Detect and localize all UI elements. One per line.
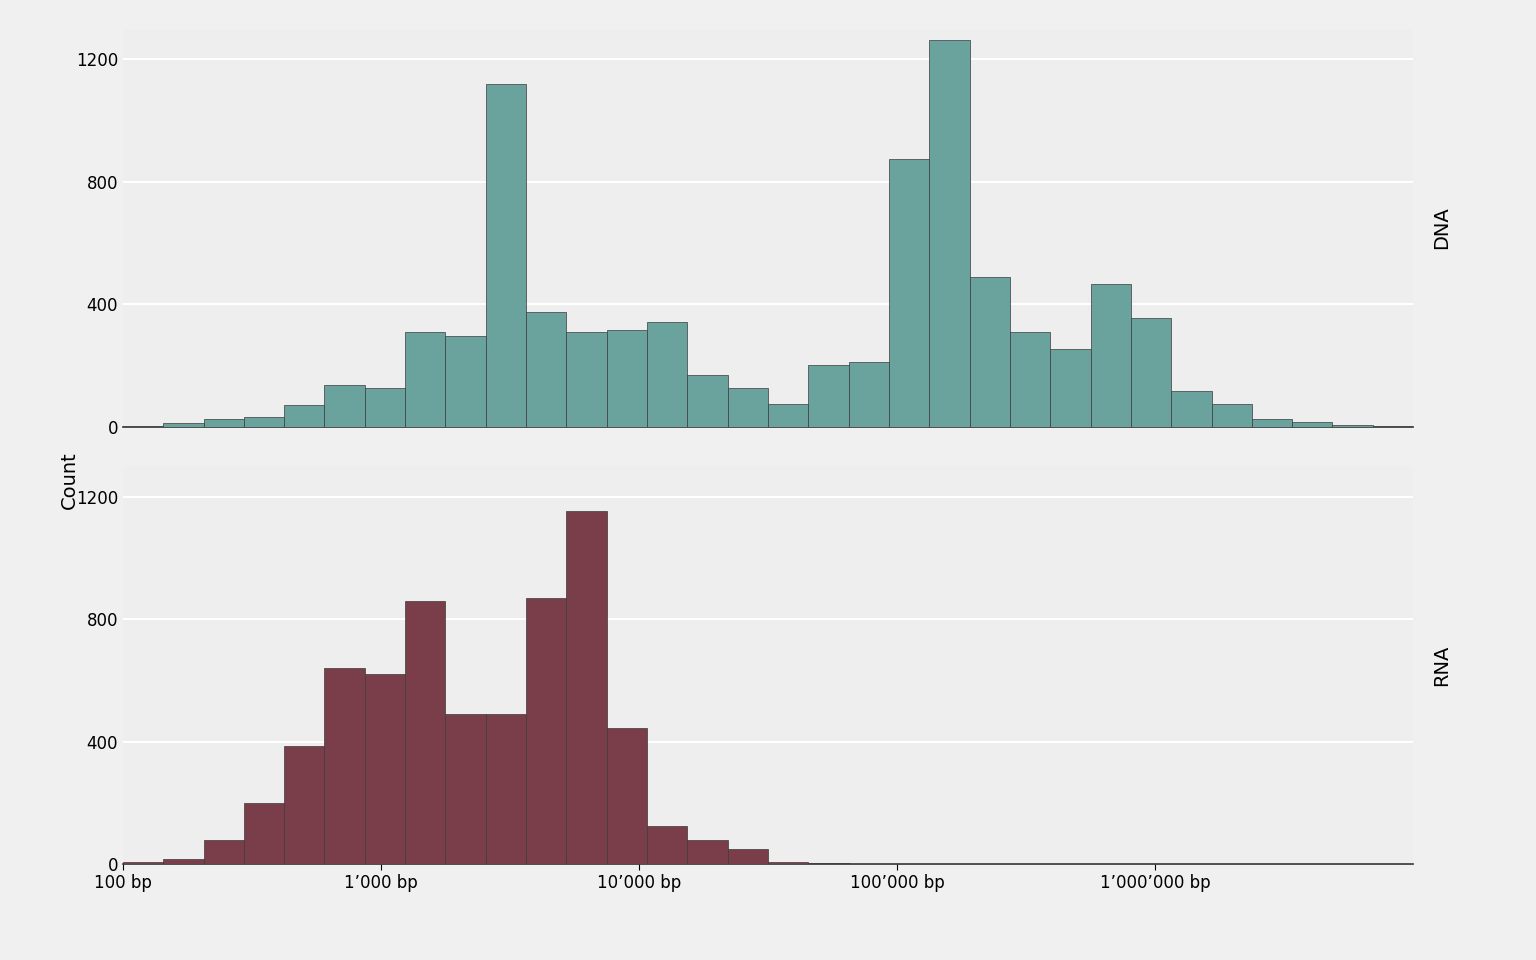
Bar	[525, 312, 567, 426]
Bar	[244, 803, 284, 864]
Bar	[1051, 348, 1091, 426]
Bar	[969, 276, 1011, 426]
Bar	[1252, 419, 1292, 426]
Bar	[445, 336, 485, 426]
Bar	[445, 714, 485, 864]
Bar	[607, 330, 647, 426]
Bar	[1292, 422, 1333, 426]
Bar	[647, 826, 688, 864]
Bar	[929, 39, 969, 426]
Bar	[728, 388, 768, 426]
Bar	[525, 598, 567, 864]
Bar	[647, 323, 688, 426]
Bar	[1011, 331, 1051, 426]
Bar	[406, 331, 445, 426]
Bar	[1091, 284, 1130, 426]
Bar	[485, 84, 525, 426]
Bar	[567, 511, 607, 864]
Bar	[1172, 392, 1212, 426]
Bar	[1212, 403, 1252, 426]
Bar	[1333, 425, 1373, 426]
Bar	[203, 419, 244, 426]
Bar	[485, 714, 525, 864]
Bar	[889, 158, 929, 426]
Bar	[284, 405, 324, 426]
Bar	[688, 374, 728, 426]
Bar	[324, 385, 366, 426]
Bar	[768, 861, 808, 864]
Bar	[768, 403, 808, 426]
Bar	[1130, 318, 1172, 426]
Bar	[163, 423, 203, 426]
Text: Count: Count	[60, 451, 78, 509]
Bar	[244, 418, 284, 426]
Bar	[406, 601, 445, 864]
Bar	[366, 674, 406, 864]
Text: RNA: RNA	[1433, 644, 1452, 685]
Bar	[163, 859, 203, 864]
Bar	[808, 366, 848, 426]
Bar	[284, 746, 324, 864]
Bar	[567, 331, 607, 426]
Text: DNA: DNA	[1433, 206, 1452, 249]
Bar	[848, 362, 889, 426]
Bar	[607, 728, 647, 864]
Bar	[688, 840, 728, 864]
Bar	[324, 668, 366, 864]
Bar	[728, 849, 768, 864]
Bar	[366, 388, 406, 426]
Bar	[203, 840, 244, 864]
Bar	[123, 862, 163, 864]
